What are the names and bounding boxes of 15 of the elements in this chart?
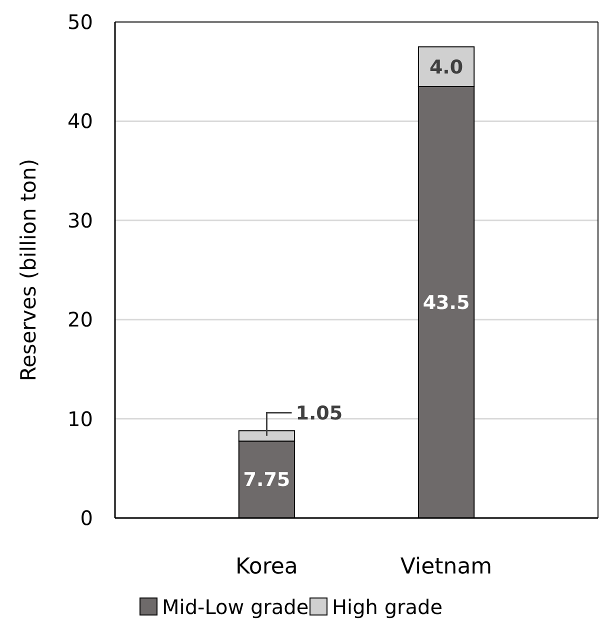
y-tick-label: 30 — [68, 208, 93, 232]
y-tick-label: 10 — [68, 406, 93, 431]
data-label: 7.75 — [243, 469, 290, 492]
data-label: 43.5 — [422, 292, 470, 314]
x-tick-label: Korea — [236, 554, 298, 580]
y-tick-label: 40 — [68, 109, 93, 134]
x-tick-label: Vietnam — [400, 554, 492, 580]
legend-label: High grade — [332, 595, 442, 619]
y-tick-label: 20 — [68, 308, 93, 332]
data-label: 4.0 — [429, 56, 464, 78]
data-label: 1.05 — [296, 402, 343, 424]
y-tick-label: 50 — [68, 10, 93, 34]
y-tick-label: 0 — [80, 506, 93, 530]
y-axis-title: Reserves (billion ton) — [16, 158, 40, 382]
legend-label: Mid-Low grade — [162, 595, 309, 619]
